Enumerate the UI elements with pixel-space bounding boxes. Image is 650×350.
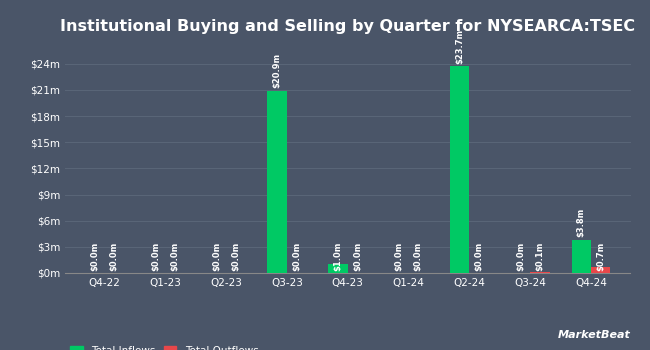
Bar <box>268 91 287 273</box>
Text: $23.7m: $23.7m <box>455 29 464 64</box>
Text: $0.0m: $0.0m <box>110 242 119 271</box>
Text: $0.0m: $0.0m <box>170 242 179 271</box>
Text: $0.0m: $0.0m <box>474 242 484 271</box>
Text: $1.0m: $1.0m <box>333 242 343 271</box>
Bar <box>571 240 591 273</box>
Text: $3.8m: $3.8m <box>577 208 586 237</box>
Text: MarketBeat: MarketBeat <box>558 329 630 340</box>
Text: $0.0m: $0.0m <box>395 242 404 271</box>
Text: $0.0m: $0.0m <box>516 242 525 271</box>
Text: $0.0m: $0.0m <box>231 242 240 271</box>
Text: $0.0m: $0.0m <box>353 242 362 271</box>
Text: $0.0m: $0.0m <box>90 242 99 271</box>
Text: $20.9m: $20.9m <box>273 53 281 88</box>
Text: $0.7m: $0.7m <box>596 242 605 271</box>
Text: $0.0m: $0.0m <box>212 242 221 271</box>
Bar <box>328 264 348 273</box>
Text: $0.0m: $0.0m <box>292 242 301 271</box>
Text: $0.0m: $0.0m <box>414 242 422 271</box>
Text: $0.0m: $0.0m <box>151 242 160 271</box>
Bar <box>530 272 550 273</box>
Title: Institutional Buying and Selling by Quarter for NYSEARCA:TSEC: Institutional Buying and Selling by Quar… <box>60 19 635 34</box>
Bar <box>450 66 469 273</box>
Text: $0.1m: $0.1m <box>536 242 545 271</box>
Legend: Total Inflows, Total Outflows: Total Inflows, Total Outflows <box>70 345 258 350</box>
Bar <box>591 267 610 273</box>
